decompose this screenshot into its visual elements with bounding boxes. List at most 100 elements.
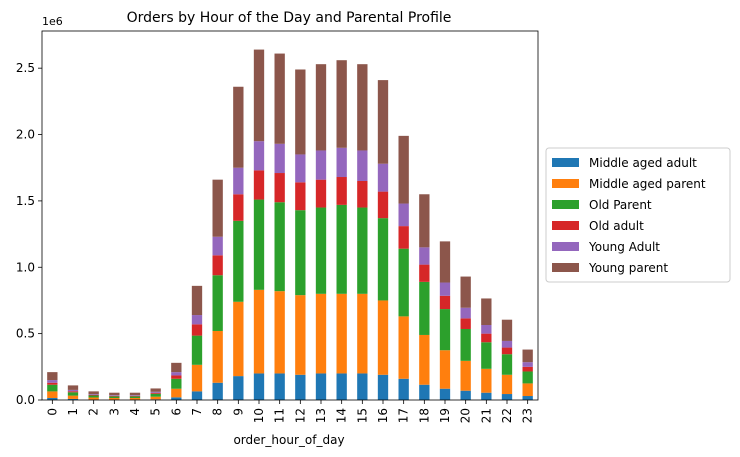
bar-segment-23-4 xyxy=(522,362,533,367)
bar-segment-23-2 xyxy=(522,371,533,384)
x-tick-label: 8 xyxy=(211,408,225,416)
bar-segment-12-1 xyxy=(295,295,306,375)
legend-swatch xyxy=(552,221,579,230)
x-tick-label: 7 xyxy=(190,408,204,416)
bar-segment-20-0 xyxy=(460,390,471,400)
x-tick-label: 1 xyxy=(66,408,80,416)
plot-frame xyxy=(41,30,539,401)
bar-segment-8-4 xyxy=(212,236,223,256)
x-tick-label: 23 xyxy=(521,408,535,423)
bar-segment-20-4 xyxy=(460,307,471,319)
bar-segment-2-5 xyxy=(88,391,99,395)
legend-label: Middle aged parent xyxy=(589,177,706,191)
bar-segment-18-4 xyxy=(419,247,430,265)
bar-segment-5-3 xyxy=(150,392,161,394)
x-tick-label: 20 xyxy=(459,408,473,423)
bar-segment-17-1 xyxy=(398,316,409,379)
legend-label: Young parent xyxy=(588,261,668,275)
bar-segment-16-1 xyxy=(377,300,389,375)
bar-segment-2-1 xyxy=(88,397,99,400)
y-tick-label: 0.0 xyxy=(16,393,35,407)
x-tick-label: 19 xyxy=(438,408,452,423)
bar-segment-20-5 xyxy=(460,276,471,308)
y-tick-label: 2.5 xyxy=(16,61,35,75)
bar-segment-13-2 xyxy=(315,207,327,294)
x-tick-label: 3 xyxy=(107,408,121,416)
x-tick-label: 4 xyxy=(128,408,142,416)
bar-segment-0-0 xyxy=(47,398,58,400)
legend-swatch xyxy=(552,158,579,167)
bar-segment-6-5 xyxy=(171,362,182,373)
bar-segment-17-0 xyxy=(398,378,409,400)
bar-segment-13-5 xyxy=(315,64,327,151)
bar-segment-18-3 xyxy=(419,264,430,282)
bar-segment-14-5 xyxy=(336,60,347,148)
bar-segment-1-4 xyxy=(67,389,79,392)
bar-segment-8-5 xyxy=(212,179,223,237)
bar-segment-9-1 xyxy=(233,301,244,377)
bar-segment-16-0 xyxy=(377,374,389,400)
bar-segment-11-1 xyxy=(274,291,285,374)
bar-segment-21-1 xyxy=(481,368,492,393)
legend-swatch xyxy=(552,200,579,209)
x-tick-label: 16 xyxy=(376,408,390,423)
bar-segment-1-5 xyxy=(67,385,79,390)
bar-segment-6-0 xyxy=(171,397,182,400)
bar-segment-14-2 xyxy=(336,204,347,294)
bar-segment-16-4 xyxy=(377,163,389,192)
legend-swatch xyxy=(552,263,579,272)
x-tick-label: 12 xyxy=(293,408,307,423)
bar-segment-13-0 xyxy=(315,373,327,400)
bar-segment-15-4 xyxy=(357,150,368,181)
bar-segment-12-0 xyxy=(295,374,306,400)
bar-segment-16-2 xyxy=(377,218,389,301)
bar-segment-22-0 xyxy=(501,394,513,400)
bar-segment-0-1 xyxy=(47,391,58,399)
bar-segment-1-3 xyxy=(67,391,79,393)
bar-segment-6-2 xyxy=(171,378,182,389)
bar-segment-9-5 xyxy=(233,86,244,168)
bar-segment-13-3 xyxy=(315,179,327,208)
bar-segment-23-5 xyxy=(522,349,533,363)
bar-segment-18-2 xyxy=(419,281,430,335)
bar-segment-8-3 xyxy=(212,255,223,276)
bar-segment-17-3 xyxy=(398,226,409,249)
bar-segment-22-1 xyxy=(501,374,513,395)
legend-label: Old Parent xyxy=(589,198,652,212)
bar-segment-0-5 xyxy=(47,372,58,381)
legend: Middle aged adult Middle aged parent Old P… xyxy=(545,147,731,283)
bar-segment-15-0 xyxy=(357,373,368,400)
bar-segment-11-3 xyxy=(274,173,285,203)
bar-segment-12-2 xyxy=(295,210,306,296)
bar-segment-20-1 xyxy=(460,360,471,391)
bar-segment-19-4 xyxy=(439,282,451,296)
bar-segment-6-3 xyxy=(171,375,182,379)
bar-segment-13-4 xyxy=(315,150,327,180)
y-tick-label: 0.5 xyxy=(16,327,35,341)
x-tick-label: 15 xyxy=(355,408,369,423)
bar-segment-19-1 xyxy=(439,350,451,389)
bar-segment-4-1 xyxy=(129,398,141,400)
bar-segment-18-5 xyxy=(419,194,430,248)
bar-segment-19-3 xyxy=(439,295,451,310)
bar-segment-3-4 xyxy=(109,395,120,396)
bar-segment-11-5 xyxy=(274,53,285,144)
y-tick-label: 1.0 xyxy=(16,260,35,274)
x-tick-label: 21 xyxy=(479,408,493,423)
bar-segment-0-4 xyxy=(47,380,58,383)
bar-segment-14-3 xyxy=(336,177,347,205)
bar-segment-1-2 xyxy=(67,392,79,396)
bar-segment-3-5 xyxy=(109,392,120,396)
x-tick-label: 0 xyxy=(45,408,59,416)
bar-segment-14-4 xyxy=(336,147,347,178)
bar-segment-5-2 xyxy=(150,393,161,397)
bar-segment-22-5 xyxy=(501,319,513,341)
bar-segment-21-5 xyxy=(481,298,492,326)
bar-segment-23-3 xyxy=(522,366,533,372)
bar-segment-15-5 xyxy=(357,64,368,151)
bar-segment-13-1 xyxy=(315,293,327,374)
x-tick-label: 6 xyxy=(169,408,183,416)
bar-segment-20-3 xyxy=(460,318,471,329)
y-tick-label: 1.5 xyxy=(16,194,35,208)
bar-segment-10-3 xyxy=(253,170,265,200)
